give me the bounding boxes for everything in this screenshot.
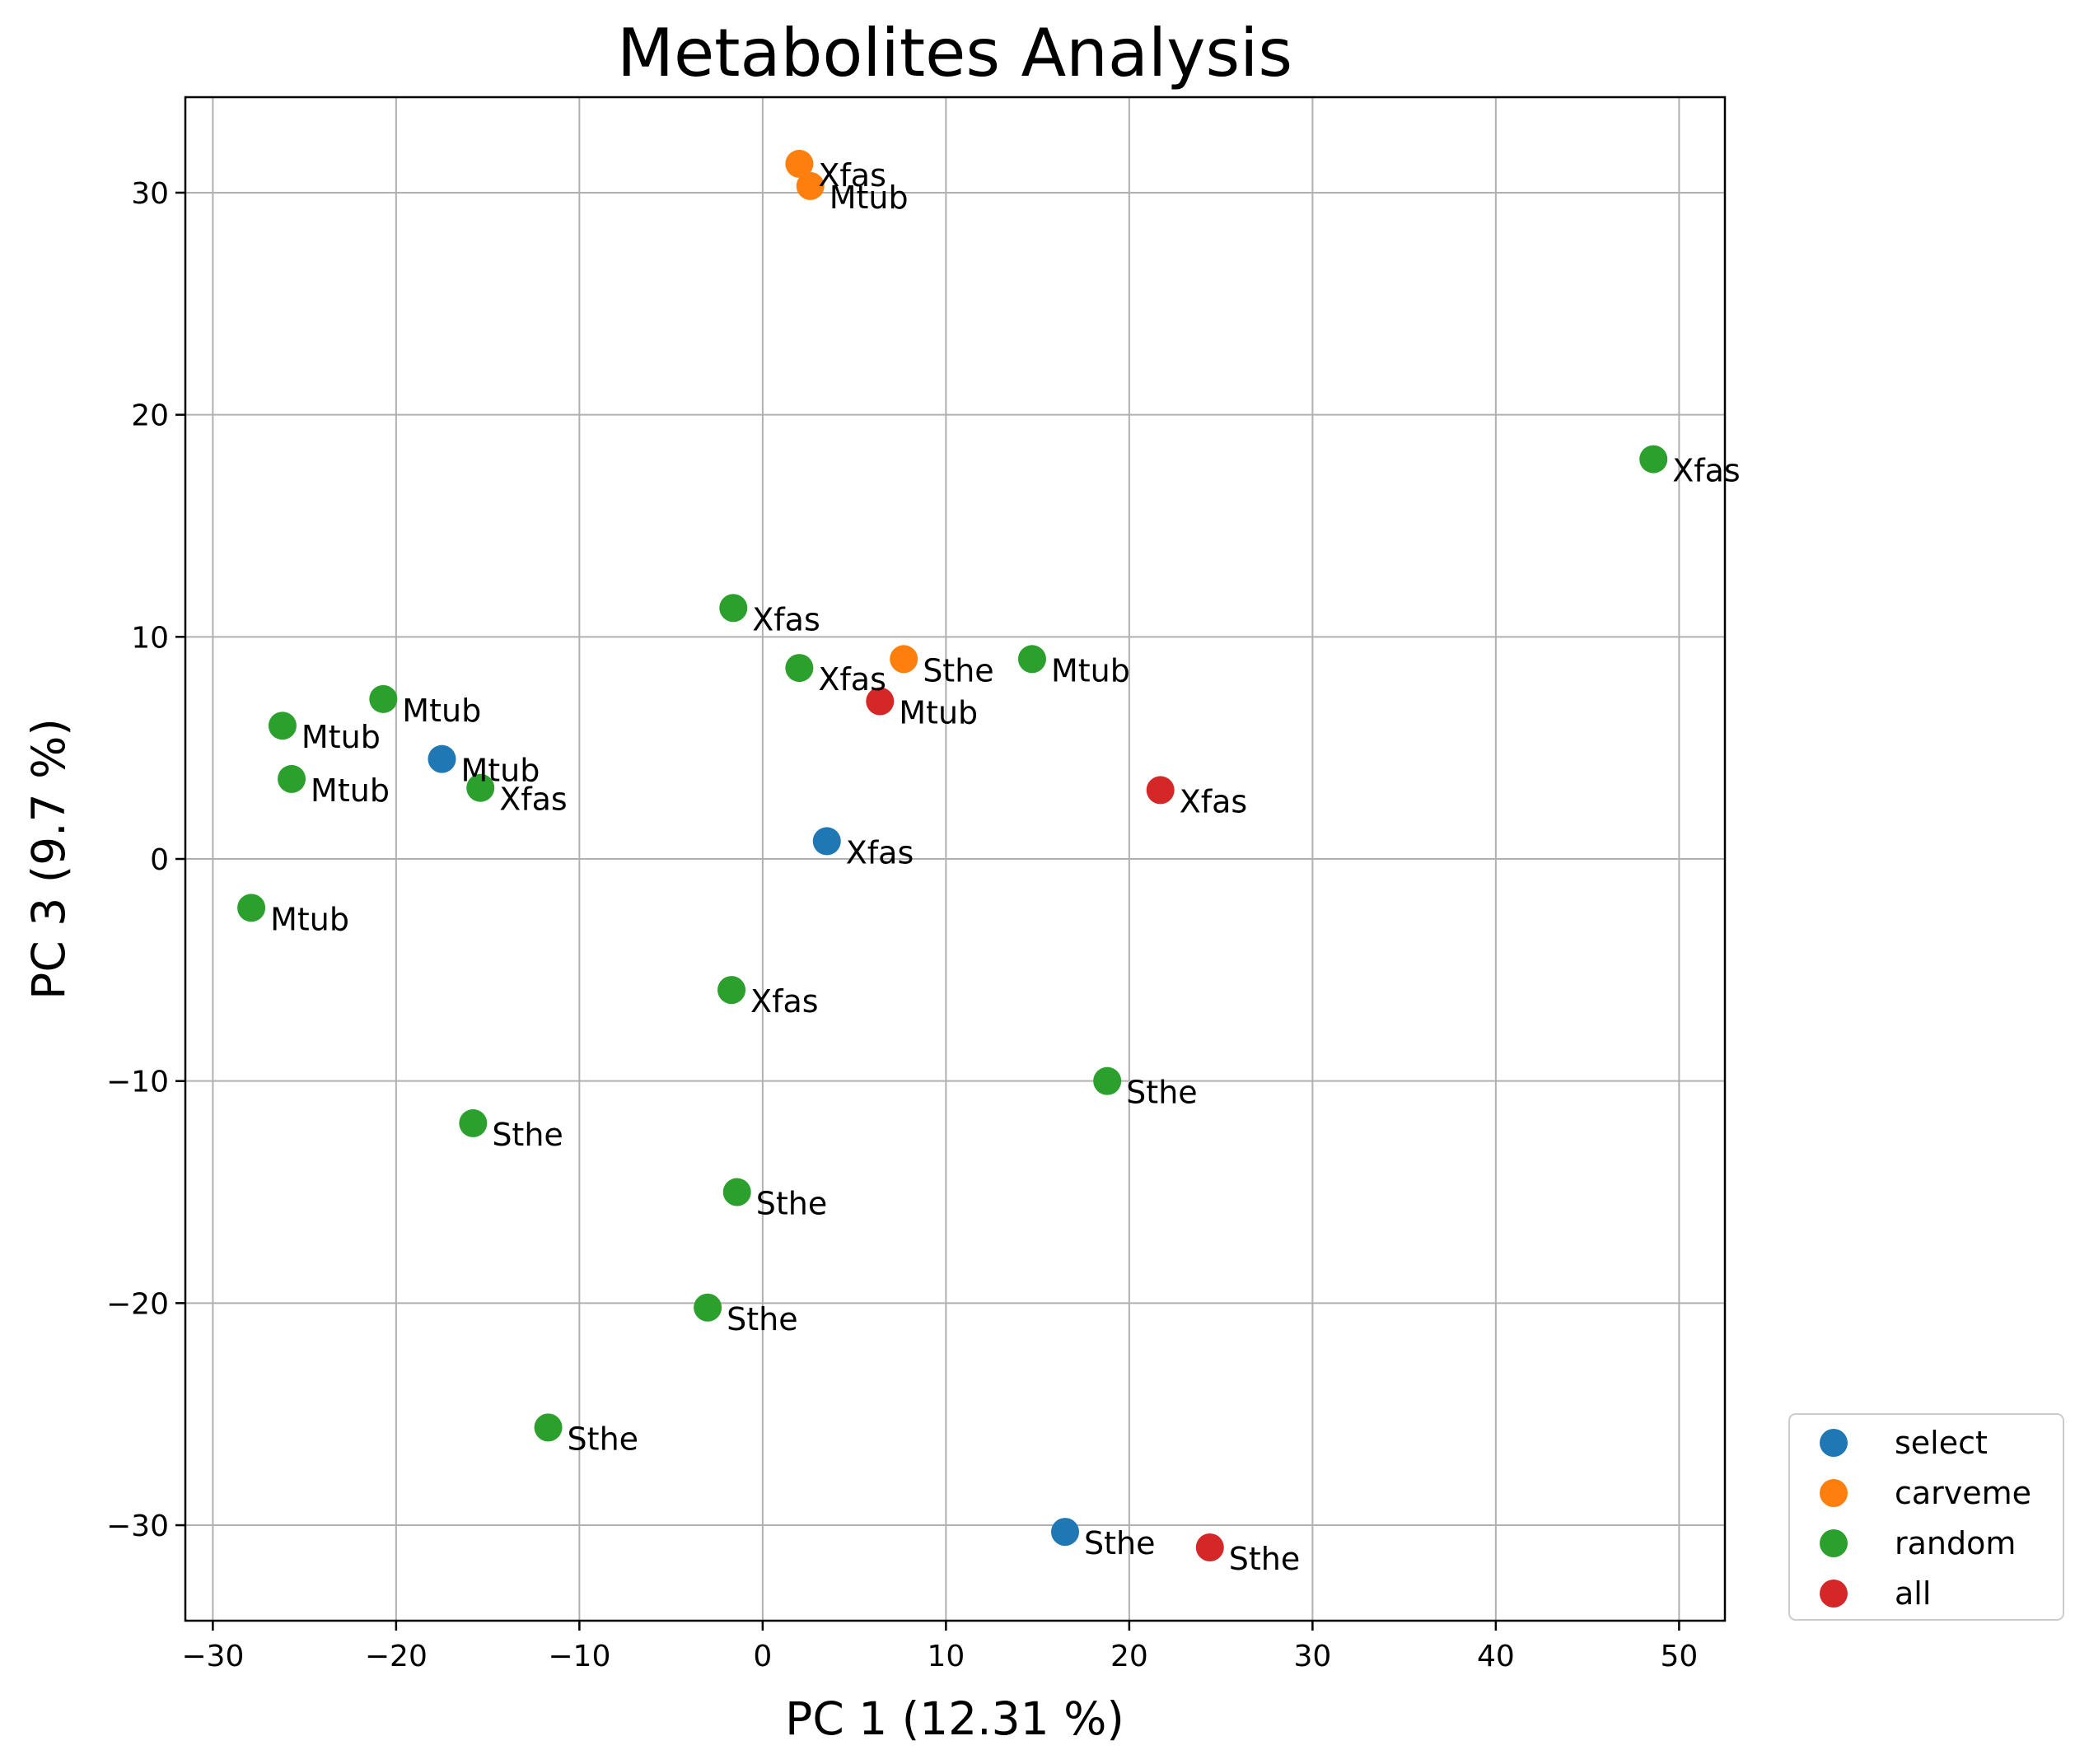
x-tick-label: 30 (1293, 1640, 1331, 1673)
y-tick-label: −10 (106, 1066, 169, 1099)
legend-marker-random (1820, 1529, 1848, 1557)
data-point-random (722, 1178, 751, 1206)
y-tick-label: 10 (131, 621, 169, 655)
data-point-select (812, 827, 841, 856)
point-label: Mtub (270, 901, 349, 937)
point-label: Mtub (899, 695, 978, 731)
legend: select carveme random all (1788, 1413, 2064, 1621)
data-point-select (428, 744, 456, 773)
x-tick-label: −10 (548, 1640, 610, 1673)
x-tick-label: −30 (181, 1640, 244, 1673)
legend-marker-select (1820, 1429, 1848, 1457)
point-label: Sthe (756, 1186, 827, 1222)
x-tick-label: 0 (753, 1640, 772, 1673)
point-label: Xfas (846, 834, 914, 870)
point-label: Mtub (1051, 652, 1130, 688)
data-point-random (785, 654, 814, 683)
point-label: Sthe (568, 1421, 638, 1457)
point-label: Xfas (1180, 783, 1248, 819)
x-axis-ticks: −30 −20 −10 0 10 20 30 40 50 (181, 1621, 1698, 1673)
point-label: Sthe (727, 1301, 797, 1337)
point-label: Xfas (818, 157, 886, 194)
data-point-random (694, 1293, 722, 1322)
data-point-all (866, 687, 895, 716)
data-point-random (534, 1413, 563, 1442)
legend-frame (1788, 1413, 2064, 1621)
x-tick-label: 10 (927, 1640, 965, 1673)
point-label: Sthe (1229, 1541, 1300, 1577)
y-axis-label: PC 3 (9.7 %) (22, 718, 75, 1000)
data-point-random (717, 976, 746, 1005)
data-point-random (237, 894, 266, 922)
legend-label-select: select (1895, 1425, 1988, 1461)
point-label: Sthe (492, 1117, 563, 1153)
legend-label-carveme: carveme (1895, 1475, 2031, 1511)
point-label: Xfas (752, 601, 820, 637)
y-tick-label: −30 (106, 1510, 169, 1543)
legend-marker-all (1820, 1580, 1848, 1608)
point-label: Xfas (499, 782, 568, 818)
legend-label-random: random (1895, 1525, 2016, 1561)
chart-title: Metabolites Analysis (617, 15, 1292, 91)
y-tick-label: 30 (131, 177, 169, 211)
point-label: Xfas (750, 983, 819, 1020)
point-label: Mtub (402, 693, 481, 729)
legend-label-all: all (1895, 1575, 1931, 1612)
point-label: Mtub (830, 180, 909, 216)
data-point-random (1093, 1066, 1122, 1095)
x-tick-label: 20 (1110, 1640, 1148, 1673)
point-label: Mtub (461, 753, 540, 789)
data-point-random (369, 684, 398, 713)
x-tick-label: 50 (1660, 1640, 1698, 1673)
point-label: Sthe (1126, 1075, 1197, 1111)
point-label: Sthe (923, 652, 993, 688)
x-axis-label: PC 1 (12.31 %) (785, 1692, 1124, 1745)
data-point-all (1146, 776, 1175, 805)
data-point-all (1195, 1533, 1224, 1562)
data-point-select (1051, 1518, 1079, 1547)
legend-marker-carveme (1820, 1479, 1848, 1507)
x-tick-label: 40 (1477, 1640, 1515, 1673)
point-label: Sthe (1084, 1525, 1155, 1561)
data-point-carveme (890, 645, 918, 674)
data-point-random (1017, 645, 1046, 674)
point-label: Xfas (818, 661, 886, 698)
data-point-random (719, 594, 748, 623)
data-point-random (1639, 445, 1668, 474)
y-axis-ticks: −30 −20 −10 0 10 20 30 (106, 177, 185, 1543)
data-point-carveme (785, 149, 814, 178)
grid-lines (185, 97, 1725, 1621)
x-tick-label: −20 (365, 1640, 428, 1673)
data-point-random (466, 773, 495, 802)
y-tick-label: −20 (106, 1287, 169, 1321)
point-label: Mtub (301, 719, 381, 755)
data-points (237, 149, 1668, 1562)
y-tick-label: 20 (131, 399, 169, 433)
point-label: Xfas (1672, 453, 1741, 489)
data-point-carveme (796, 171, 825, 200)
data-point-random (278, 764, 306, 793)
y-tick-label: 0 (150, 843, 169, 877)
data-point-random (268, 712, 297, 740)
point-label: Mtub (311, 772, 390, 809)
data-point-random (459, 1108, 488, 1137)
